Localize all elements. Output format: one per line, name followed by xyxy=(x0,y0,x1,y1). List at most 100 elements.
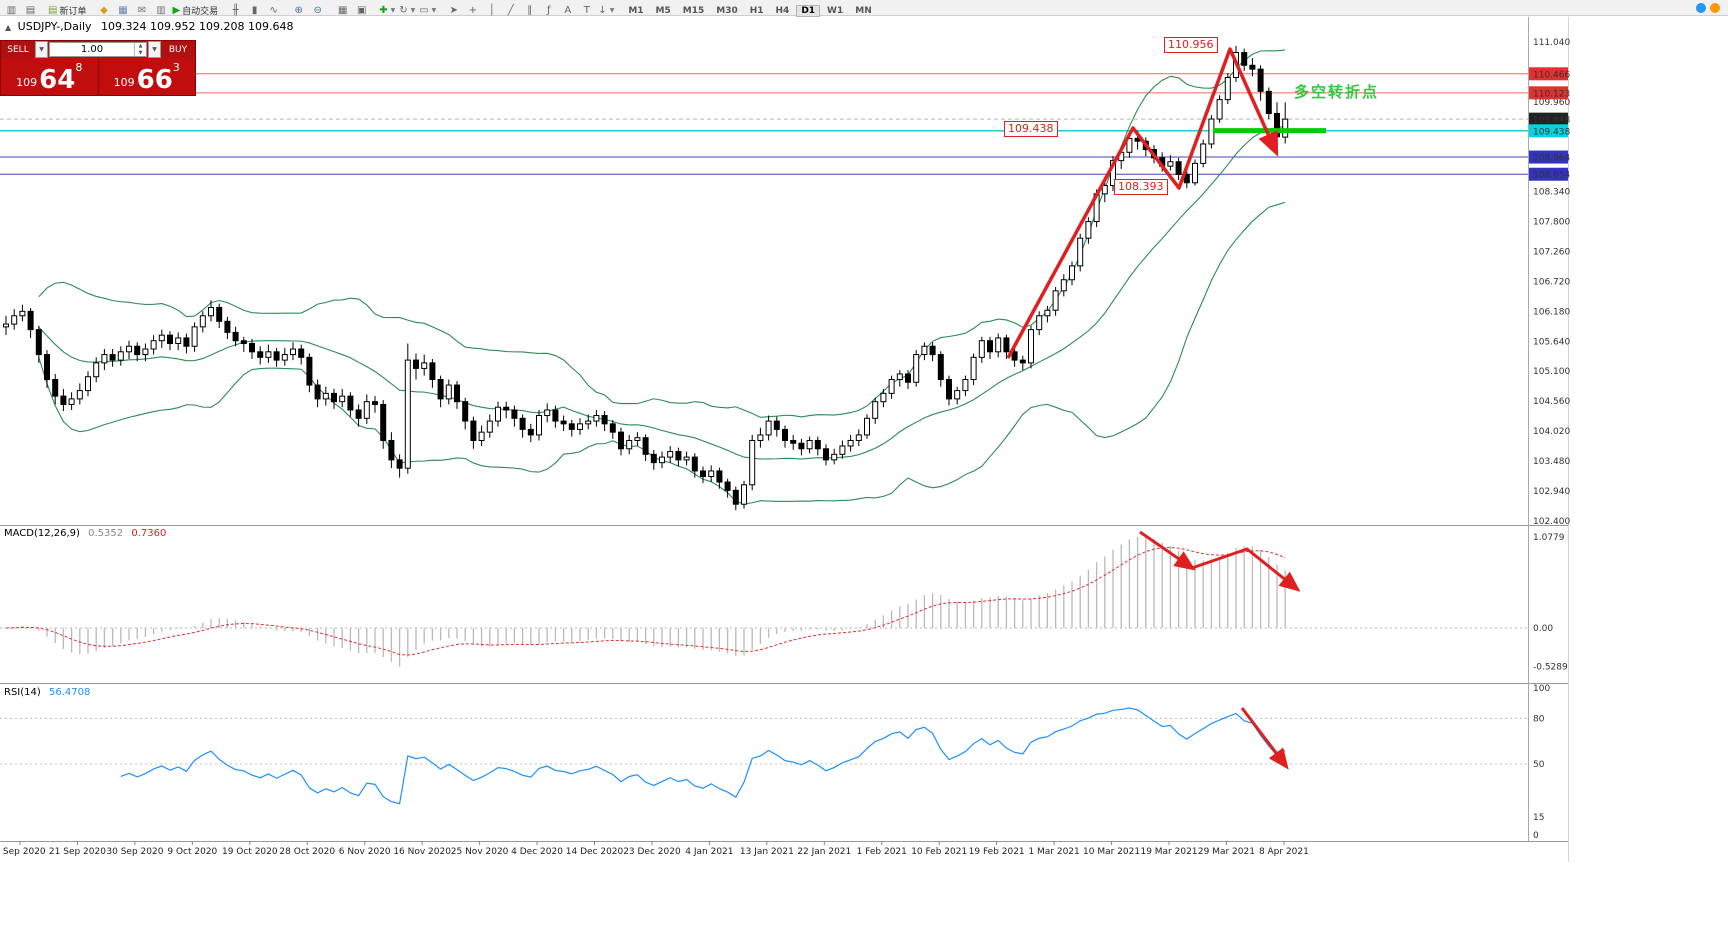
svg-text:50: 50 xyxy=(1533,760,1545,770)
candle-body xyxy=(1036,315,1043,331)
history-center-icon-icon: ▦ xyxy=(118,4,128,16)
label-tool[interactable]: T xyxy=(577,3,596,17)
lot-size-input[interactable] xyxy=(50,43,134,56)
candle-body xyxy=(388,439,395,461)
sell-price-button[interactable]: 109 64 8 xyxy=(1,58,98,95)
alerts-icon[interactable]: ◆ xyxy=(94,3,113,17)
buy-price-button[interactable]: 109 66 3 xyxy=(97,58,196,95)
cascade-windows-icon-icon: ▣ xyxy=(356,4,367,16)
candle-body xyxy=(76,390,83,400)
timeframe-mn[interactable]: MN xyxy=(855,5,872,16)
lot-increase-icon[interactable]: ▲ xyxy=(138,43,143,50)
vertical-line-tool[interactable]: │ xyxy=(482,3,501,17)
timeframe-m1[interactable]: M1 xyxy=(628,5,644,16)
line-chart-mode-icon[interactable]: ∿ xyxy=(264,3,283,17)
trade-panel-top-row: SELL ▼ ▲ ▼ ▼ BUY xyxy=(1,41,195,58)
fibonacci-tool[interactable]: ƒ xyxy=(539,3,558,17)
vertical-line-icon: │ xyxy=(488,4,495,16)
lot-decrease-icon[interactable]: ▼ xyxy=(138,49,143,56)
arrows-tool[interactable]: ↓ ▼ xyxy=(596,3,616,17)
candle-body xyxy=(560,420,567,425)
period-selector-button[interactable]: ↻ ▼ xyxy=(397,3,417,17)
auto-trading-button[interactable]: ▶ 自动交易 xyxy=(170,3,220,17)
buy-dropdown-icon[interactable]: ▼ xyxy=(148,41,161,58)
market-watch-icon[interactable]: ▥ xyxy=(151,3,170,17)
svg-text:4 Dec 2020: 4 Dec 2020 xyxy=(511,847,563,857)
chart-symbol-marker-icon: ▲ xyxy=(5,23,12,32)
candle-body xyxy=(1019,359,1026,364)
channel-tool[interactable]: ∥ xyxy=(520,3,539,17)
candle-body xyxy=(667,451,674,458)
crosshair-tool[interactable]: + xyxy=(463,3,482,17)
timeframe-m30[interactable]: M30 xyxy=(716,5,738,16)
arrows-icon: ↓ xyxy=(598,4,607,16)
community-icon[interactable] xyxy=(1710,2,1720,13)
candle-body xyxy=(716,470,723,483)
buy-price-pip: 3 xyxy=(172,61,180,74)
history-center-icon[interactable]: ▦ xyxy=(113,3,132,17)
text-tool[interactable]: A xyxy=(558,3,577,17)
price-badge xyxy=(1529,86,1568,100)
rsi-down-arrow[interactable] xyxy=(1240,707,1289,770)
price-annotation-label[interactable]: 108.393 xyxy=(1114,179,1168,195)
charts-window-icon[interactable]: ▥ xyxy=(2,3,21,17)
timeframe-m5[interactable]: M5 xyxy=(655,5,671,16)
sell-price-pip: 8 xyxy=(75,61,83,74)
price-annotation-label[interactable]: 110.956 xyxy=(1164,37,1218,53)
svg-text:29 Mar 2021: 29 Mar 2021 xyxy=(1198,847,1255,857)
buy-mode-button[interactable]: BUY xyxy=(161,41,195,58)
trend-zigzag-arrow[interactable] xyxy=(1006,47,1279,359)
candle-body xyxy=(618,431,624,450)
candle-body xyxy=(888,379,895,394)
price-annotation-label[interactable]: 109.438 xyxy=(1004,121,1058,137)
candle-body xyxy=(3,323,9,328)
candle-body xyxy=(708,470,715,477)
label-icon: T xyxy=(583,4,590,16)
timeframe-w1[interactable]: W1 xyxy=(827,5,844,16)
tile-windows-icon-icon: ▦ xyxy=(337,4,348,16)
macd-down-arrow-2[interactable] xyxy=(1191,547,1301,592)
tick-chart-icon-icon: ▤ xyxy=(25,4,36,16)
candle-body xyxy=(331,392,337,403)
auto-trading-icon: ▶ xyxy=(172,4,181,16)
candlestick-mode-icon[interactable]: ▮ xyxy=(245,3,264,17)
cursor-tool[interactable]: ➤ xyxy=(444,3,463,17)
new-order-button-label: 新订单 xyxy=(59,6,87,17)
svg-text:106.180: 106.180 xyxy=(1533,307,1570,317)
tile-windows-icon[interactable]: ▦ xyxy=(333,3,352,17)
timeframe-h4[interactable]: H4 xyxy=(775,5,790,16)
candle-body xyxy=(421,362,428,369)
macd-down-arrow-1[interactable] xyxy=(1139,530,1196,571)
candle-body xyxy=(224,320,231,333)
add-indicator-button[interactable]: ✚ ▼ xyxy=(377,3,397,17)
candle-body xyxy=(1044,309,1051,317)
timeframe-h1[interactable]: H1 xyxy=(749,5,764,16)
cascade-windows-icon[interactable]: ▣ xyxy=(352,3,371,17)
price-axis[interactable]: 111.040 109.960 108.340 107.800 107.260 106.7… xyxy=(1529,38,1570,527)
zoom-in-button[interactable]: ⊕ xyxy=(289,3,308,17)
candle-body xyxy=(1069,265,1075,281)
buy-price-main: 66 xyxy=(136,65,173,95)
timeframe-m15[interactable]: M15 xyxy=(682,5,705,16)
bar-chart-mode-icon[interactable]: ╫ xyxy=(226,3,245,17)
new-order-button[interactable]: ▤ 新订单 xyxy=(46,3,88,17)
sell-mode-button[interactable]: SELL xyxy=(1,41,35,58)
candle-body xyxy=(741,484,747,505)
tick-chart-icon[interactable]: ▤ xyxy=(21,3,40,17)
zoom-out-button[interactable]: ⊖ xyxy=(308,3,327,17)
svg-text:104.020: 104.020 xyxy=(1533,427,1570,437)
trendline-tool[interactable]: ╱ xyxy=(501,3,520,17)
candle-body xyxy=(544,409,551,417)
timeframe-d1[interactable]: D1 xyxy=(796,4,821,17)
template-button[interactable]: ▭ ▼ xyxy=(417,3,438,17)
candle-body xyxy=(1085,221,1092,239)
candle-body xyxy=(782,428,788,441)
mailbox-icon[interactable]: ✉ xyxy=(132,3,151,17)
rsi-indicator-label: RSI(14) 56.4708 xyxy=(4,687,90,698)
metatrader-icon[interactable] xyxy=(1696,2,1706,13)
sell-dropdown-icon[interactable]: ▼ xyxy=(35,41,48,58)
pivot-note-text[interactable]: 多空转折点 xyxy=(1294,83,1380,101)
